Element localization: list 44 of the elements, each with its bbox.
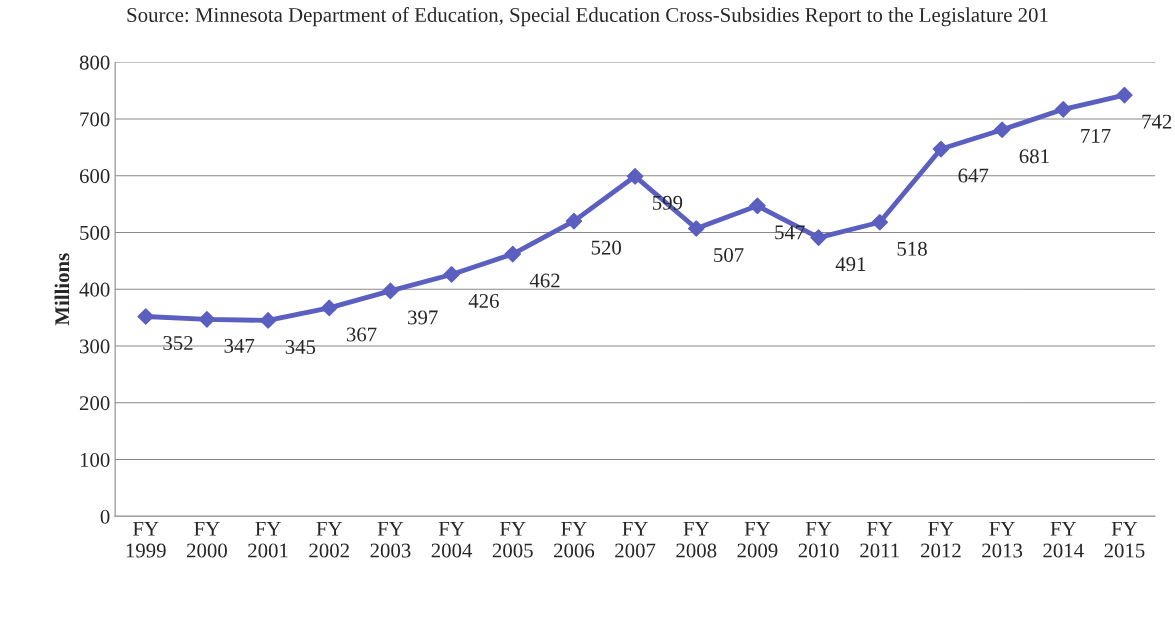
data-label: 347 — [224, 338, 255, 353]
data-label: 367 — [346, 327, 377, 342]
data-label: 491 — [835, 257, 866, 272]
y-tick-label: 100 — [80, 452, 110, 467]
y-tick-label: 400 — [79, 282, 110, 297]
x-tick-label: FY 2012 — [921, 521, 961, 558]
x-tick-label: FY 2011 — [860, 521, 899, 558]
x-tick-label: FY 2015 — [1104, 521, 1145, 558]
x-tick-label: FY 2014 — [1043, 521, 1084, 558]
data-label: 352 — [163, 336, 193, 351]
data-label: 518 — [897, 241, 927, 256]
data-label: 426 — [468, 294, 499, 309]
y-tick-label: 300 — [80, 339, 110, 354]
source-note: Source: Minnesota Department of Education, Special Education Cross-Subsidies Report to the Legislature 201 — [127, 7, 1048, 27]
x-tick-label: FY 2005 — [492, 521, 533, 558]
x-tick-label: FY 2001 — [248, 521, 288, 558]
y-tick-label: 500 — [80, 225, 110, 240]
data-label: 547 — [775, 225, 805, 240]
x-tick-label: FY 2009 — [737, 521, 778, 558]
y-axis-title: Millions — [54, 253, 70, 326]
data-label: 742 — [1142, 114, 1172, 129]
data-label: 462 — [529, 273, 560, 288]
data-label: 345 — [285, 339, 316, 354]
x-tick-label: FY 2013 — [982, 521, 1023, 558]
data-label: 507 — [714, 247, 744, 263]
x-tick-label: FY 2010 — [798, 521, 839, 558]
x-tick-label: FY 1999 — [126, 521, 166, 558]
data-label: 520 — [591, 240, 622, 255]
data-label: 647 — [958, 168, 989, 183]
y-tick-label: 700 — [80, 112, 110, 127]
data-label: 717 — [1081, 128, 1111, 143]
x-tick-label: FY 2000 — [186, 521, 227, 558]
data-label: 397 — [408, 310, 438, 325]
x-tick-label: FY 2002 — [309, 521, 349, 558]
x-tick-label: FY 2003 — [370, 521, 411, 558]
x-tick-label: FY 2006 — [554, 521, 595, 558]
y-tick-label: 600 — [79, 169, 110, 184]
y-tick-label: 800 — [79, 55, 110, 70]
x-tick-label: FY 2007 — [615, 521, 656, 558]
data-label: 681 — [1019, 149, 1049, 164]
y-tick-label: 200 — [79, 396, 110, 411]
x-tick-label: FY 2004 — [431, 521, 473, 558]
x-tick-label: FY 2008 — [676, 521, 717, 558]
y-tick-label: 0 — [100, 509, 110, 524]
